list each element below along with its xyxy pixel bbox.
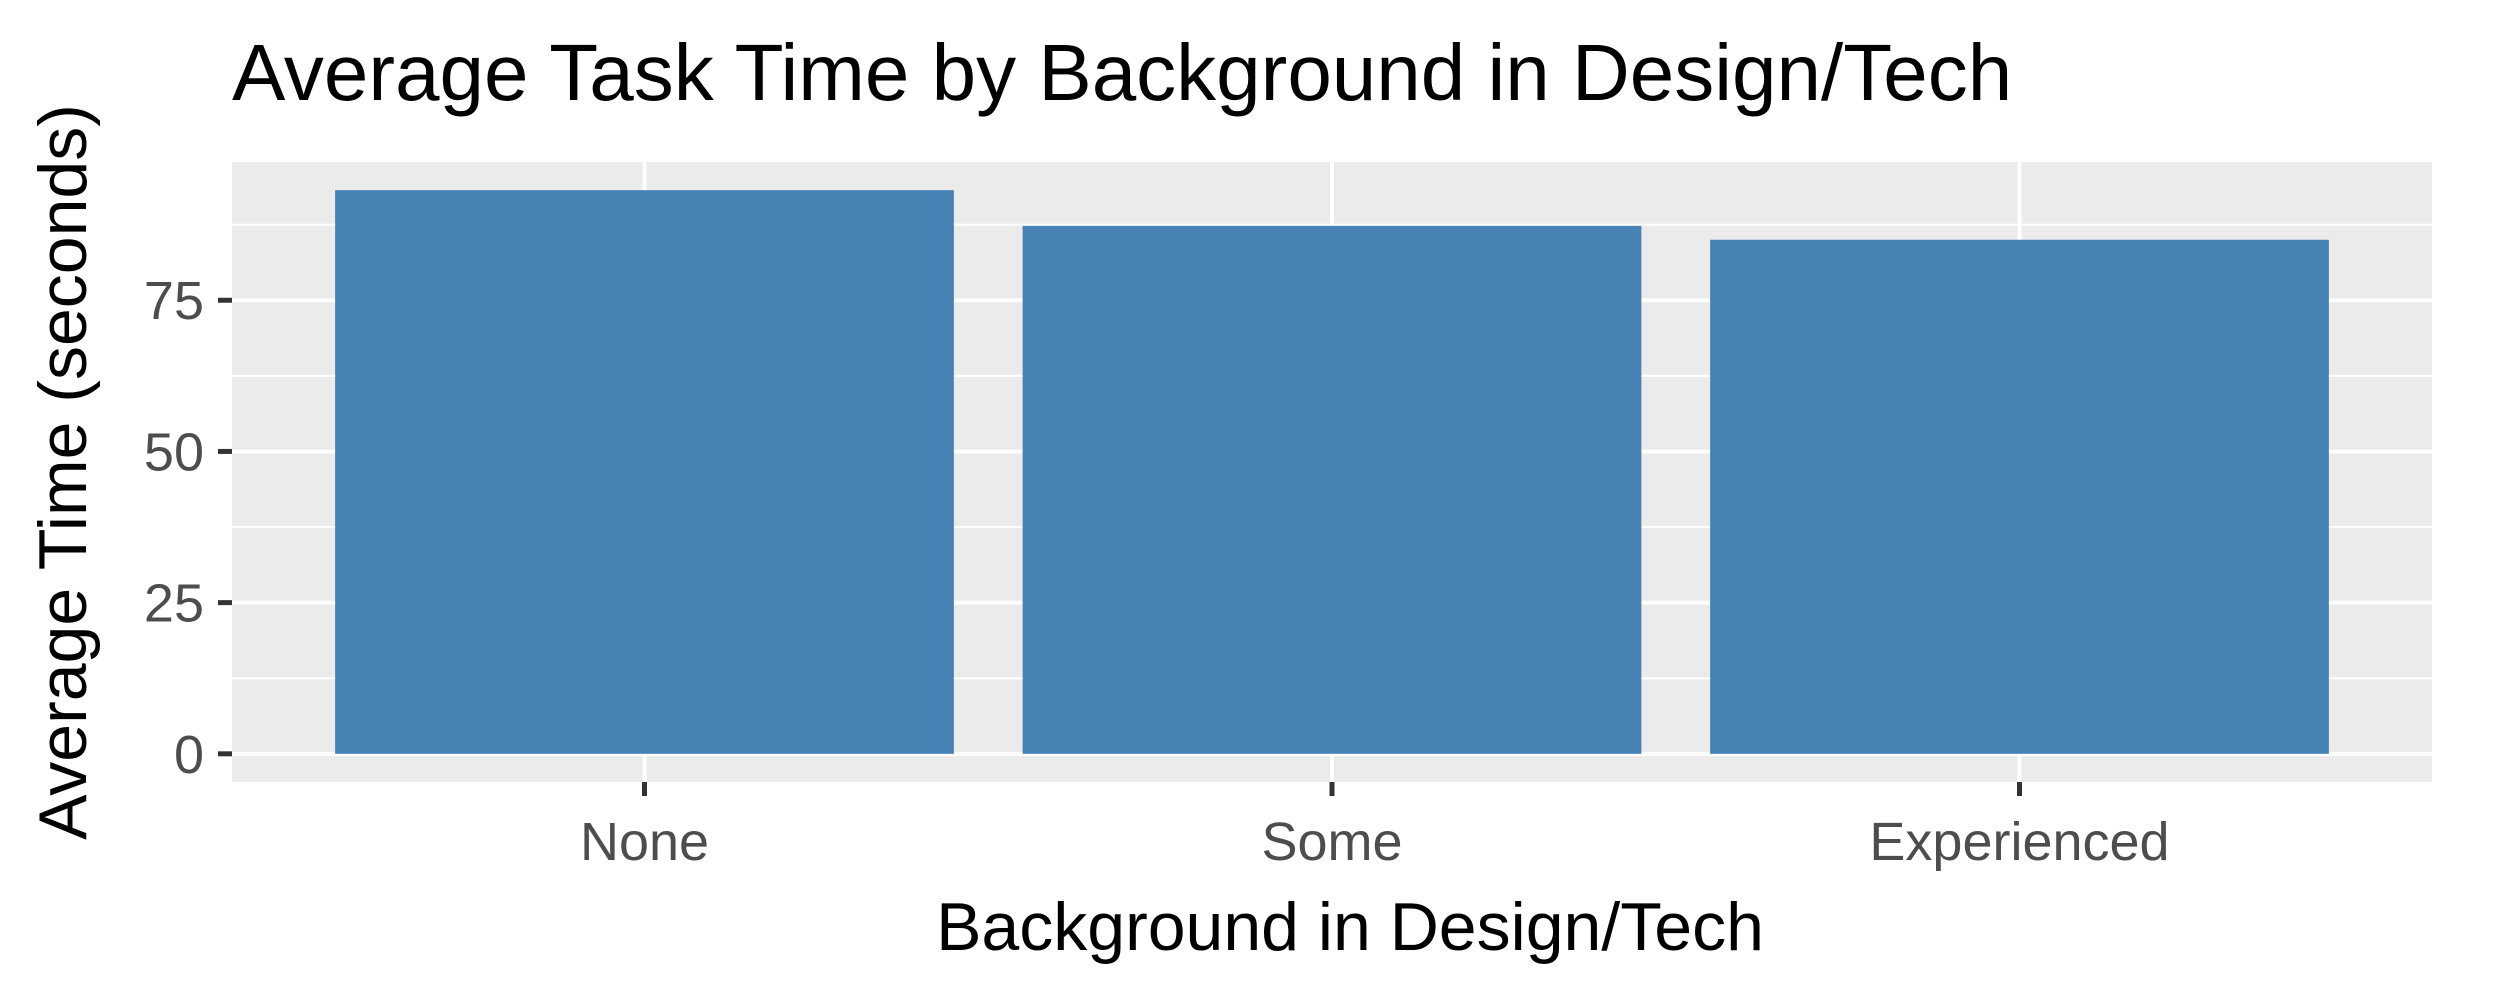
chart-title: Average Task Time by Background in Desig… xyxy=(232,28,2012,117)
x-axis-ticks: None Some Experienced xyxy=(580,782,2170,872)
bar-some xyxy=(1022,225,1642,754)
y-tick-label: 25 xyxy=(144,574,204,634)
y-tick-label: 75 xyxy=(144,271,204,331)
x-tick-label: Some xyxy=(1261,812,1402,872)
y-axis-title: Average Time (seconds) xyxy=(25,104,101,840)
x-axis-title: Background in Design/Tech xyxy=(936,889,1764,965)
y-axis-ticks: 0 25 50 75 xyxy=(144,271,232,785)
bars xyxy=(335,190,2329,754)
x-tick-label: Experienced xyxy=(1869,812,2169,872)
bar-none xyxy=(335,190,954,754)
y-tick-label: 0 xyxy=(174,725,204,785)
bar-experienced xyxy=(1710,239,2329,754)
x-tick-label: None xyxy=(580,812,709,872)
y-tick-label: 50 xyxy=(144,422,204,482)
